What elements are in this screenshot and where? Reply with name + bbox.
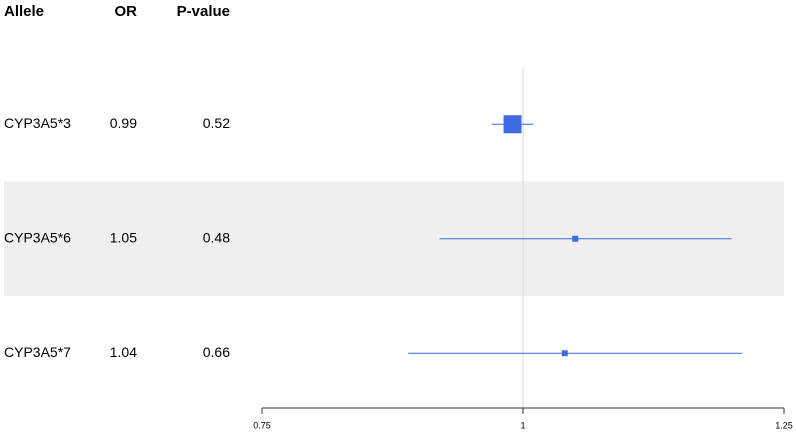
column-header: Allele (4, 3, 44, 20)
x-tick-label: 0.75 (253, 420, 271, 430)
x-tick-label: 1 (520, 420, 525, 430)
or-box (572, 235, 579, 242)
x-tick-label: 1.25 (775, 420, 793, 430)
p-value: 0.66 (203, 344, 230, 360)
p-value: 0.52 (203, 115, 230, 131)
allele-label: CYP3A5*7 (4, 344, 71, 360)
column-header: P-value (177, 3, 230, 20)
allele-label: CYP3A5*6 (4, 229, 71, 245)
allele-label: CYP3A5*3 (4, 115, 71, 131)
or-box (561, 350, 568, 357)
p-value: 0.48 (203, 229, 230, 245)
or-value: 1.05 (110, 229, 137, 245)
or-box (503, 115, 522, 134)
or-value: 0.99 (110, 115, 137, 131)
column-header: OR (115, 3, 138, 20)
or-value: 1.04 (110, 344, 137, 360)
